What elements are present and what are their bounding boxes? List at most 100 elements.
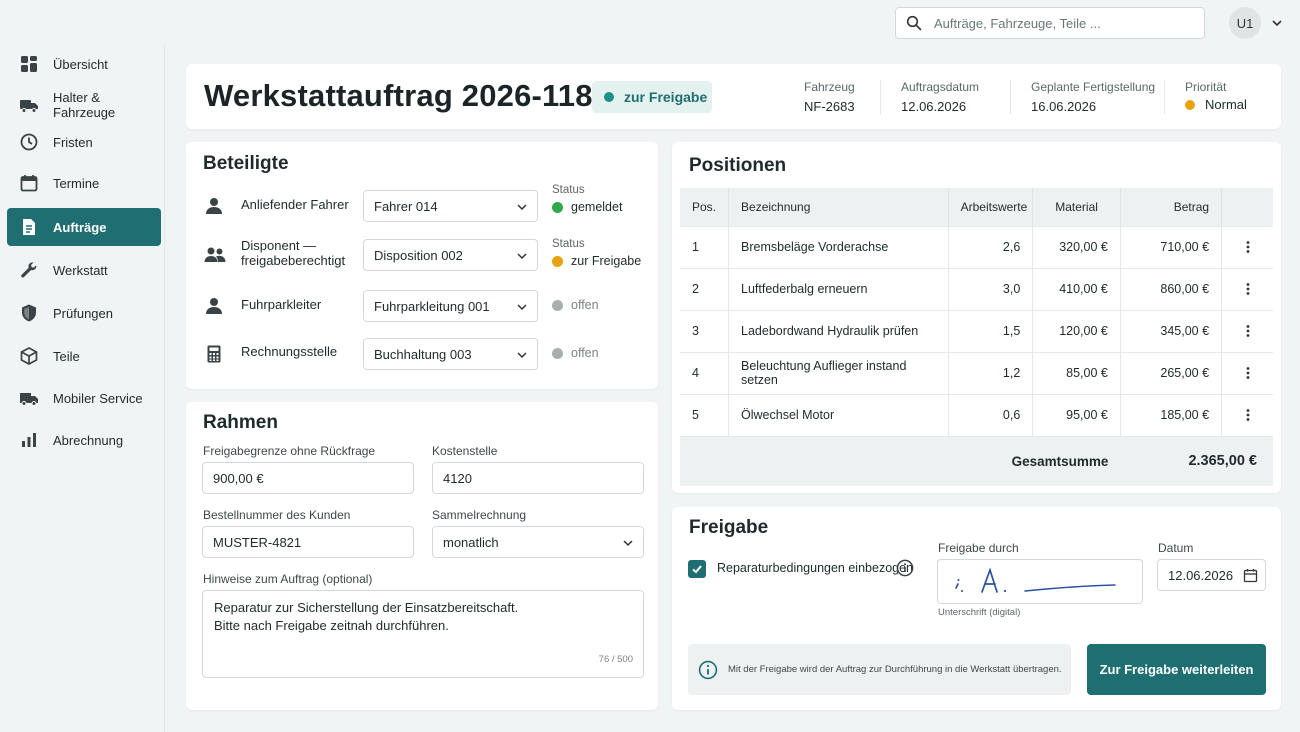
limit-field[interactable]: 900,00 € [202, 462, 414, 494]
field-label: Datum [1158, 541, 1194, 555]
beteiligte-card: Beteiligte Anliefender Fahrer Fahrer 014… [186, 142, 658, 389]
chevron-down-icon [517, 204, 527, 211]
calculator-icon [207, 345, 221, 363]
cost-center-field[interactable]: 4120 [432, 462, 644, 494]
calendar-icon[interactable] [1243, 568, 1258, 583]
table-row[interactable]: 2 Luftfederbalg erneuern 3,0 410,00 € 86… [680, 267, 1273, 310]
sidebar-item-uebersicht[interactable]: Übersicht [7, 45, 161, 83]
participant-role-line: Disponent — [241, 238, 317, 253]
row-menu-button[interactable] [1221, 225, 1273, 268]
cell-name: Beleuchtung Auflieger instand setzen [728, 351, 949, 394]
meta-label: Fahrzeug [804, 80, 855, 94]
cell-material: 85,00 € [1032, 351, 1121, 394]
row-menu-button[interactable] [1221, 309, 1273, 352]
signature-caption: Unterschrift (digital) [938, 607, 1021, 618]
field-label: Hinweise zum Auftrag (optional) [203, 572, 373, 586]
row-menu-button[interactable] [1221, 393, 1273, 436]
sidebar-item-werkstatt[interactable]: Werkstatt [7, 251, 161, 289]
meta-value: 12.06.2026 [901, 99, 967, 114]
section-title: Rahmen [203, 412, 278, 433]
section-title: Positionen [689, 155, 787, 176]
date-field[interactable]: 12.06.2026 [1157, 559, 1266, 591]
divider [880, 80, 881, 114]
sidebar-item-label: Mobiler Service [53, 390, 143, 406]
meta-prioritaet: Priorität Normal [1185, 80, 1247, 112]
participant-status: Status gemeldet [552, 184, 622, 214]
search-box[interactable] [895, 7, 1205, 39]
sidebar-item-fristen[interactable]: Fristen [7, 123, 161, 161]
participant-role: Anliefender Fahrer [241, 197, 349, 212]
sidebar-item-label: Fristen [53, 134, 93, 150]
participant-select[interactable]: Buchhaltung 003 [363, 338, 538, 370]
signature-field[interactable] [937, 559, 1143, 604]
section-title: Freigabe [689, 517, 769, 538]
signature-icon [955, 567, 1116, 593]
info-icon[interactable] [896, 559, 914, 577]
participant-select[interactable]: Disposition 002 [363, 239, 538, 271]
column-header: Betrag [1120, 188, 1223, 226]
sidebar-item-label: Halter & Fahrzeuge [53, 90, 116, 120]
sidebar-item-pruefungen[interactable]: Prüfungen [7, 294, 161, 332]
row-menu-button[interactable] [1221, 267, 1273, 310]
shield-icon [22, 304, 36, 322]
check-icon [692, 565, 702, 574]
table-row[interactable]: 4 Beleuchtung Auflieger instand setzen 1… [680, 351, 1273, 394]
column-header-actions [1221, 188, 1273, 226]
cell-aw: 3,0 [948, 267, 1034, 310]
table-row[interactable]: 3 Ladebordwand Hydraulik prüfen 1,5 120,… [680, 309, 1273, 352]
sidebar-item-teile[interactable]: Teile [7, 337, 161, 375]
freigabe-card: Freigabe Reparaturbedingungen einbezogen… [672, 507, 1281, 710]
meta-fertigstellung: Geplante Fertigstellung 16.06.2026 [1031, 80, 1155, 114]
avatar[interactable]: U1 [1229, 7, 1261, 39]
field-label: Sammelrechnung [432, 508, 527, 522]
wrench-icon [21, 262, 37, 278]
sidebar-item-termine[interactable]: Termine [7, 164, 161, 202]
page-title: Werkstattauftrag 2026-1184 [204, 78, 611, 113]
field-value: 900,00 € [213, 470, 264, 486]
sidebar-item-label: Abrechnung [53, 432, 124, 448]
cell-name: Luftfederbalg erneuern [728, 267, 949, 310]
participant-role-line: freigabeberechtigt [241, 253, 346, 268]
table-row[interactable]: 1 Bremsbeläge Vorderachse 2,6 320,00 € 7… [680, 225, 1273, 268]
column-header: Material [1032, 188, 1121, 226]
participant-row: Disponent — freigabeberechtigt Dispositio… [204, 238, 644, 271]
sidebar-item-label: Übersicht [53, 56, 108, 72]
cell-name: Ölwechsel Motor [728, 393, 949, 436]
select-value: Fuhrparkleitung 001 [374, 298, 490, 314]
status-value: offen [552, 298, 599, 312]
select-value: Fahrer 014 [374, 198, 438, 214]
sidebar-item-auftraege[interactable]: Aufträge [7, 208, 161, 246]
participant-role: Disponent — freigabeberechtigt [241, 238, 345, 268]
row-menu-button[interactable] [1221, 351, 1273, 394]
bar-chart-icon [22, 433, 36, 447]
chevron-down-icon[interactable] [1270, 16, 1284, 30]
sidebar-item-label: Prüfungen [53, 305, 113, 321]
person-icon [206, 298, 222, 314]
field-value: 4120 [443, 470, 472, 486]
divider [1164, 80, 1165, 114]
submit-approval-button[interactable]: Zur Freigabe weiterleiten [1087, 644, 1266, 695]
sidebar-item-label: Werkstatt [53, 262, 108, 278]
participant-row: Fuhrparkleiter Fuhrparkleitung 001 offen [204, 290, 644, 322]
sidebar-item-abrechnung[interactable]: Abrechnung [7, 421, 161, 459]
sidebar-item-mobiler-service[interactable]: Mobiler Service [7, 379, 161, 417]
notes-textarea[interactable]: Reparatur zur Sicherstellung der Einsatz… [202, 590, 644, 678]
collective-invoice-select[interactable]: monatlich [432, 526, 644, 558]
table-row[interactable]: 5 Ölwechsel Motor 0,6 95,00 € 185,00 € [680, 393, 1273, 436]
search-input[interactable] [934, 15, 1184, 31]
order-number-field[interactable]: MUSTER-4821 [202, 526, 414, 558]
participant-select[interactable]: Fahrer 014 [363, 190, 538, 222]
positionen-card: Positionen Pos. Bezeichnung Arbeitswerte… [672, 142, 1281, 493]
meta-label: Auftragsdatum [901, 80, 980, 94]
meta-value: NF-2683 [804, 99, 855, 114]
sidebar: Übersicht Halter & Fahrzeuge Fristen Ter… [0, 44, 165, 732]
sidebar-item-halter-fahrzeuge[interactable]: Halter & Fahrzeuge [7, 86, 161, 124]
character-count: 76 / 500 [598, 654, 633, 665]
conditions-checkbox[interactable] [688, 560, 706, 578]
divider [1010, 80, 1011, 114]
cell-pos: 4 [680, 351, 730, 394]
meta-label: Geplante Fertigstellung [1031, 80, 1156, 94]
column-header: Bezeichnung [728, 188, 949, 226]
participant-select[interactable]: Fuhrparkleitung 001 [363, 290, 538, 322]
status-label: Status [552, 184, 585, 196]
